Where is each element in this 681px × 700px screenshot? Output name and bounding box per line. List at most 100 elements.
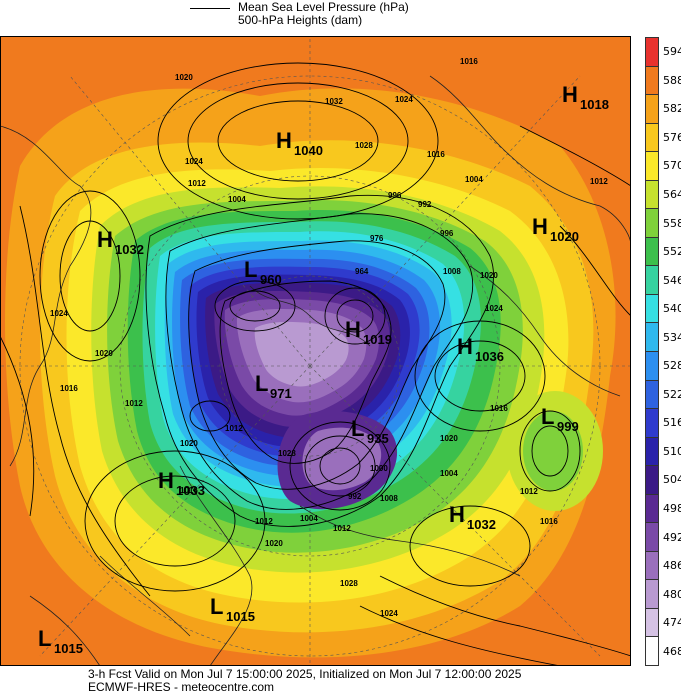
isobar-label: 1020 bbox=[180, 439, 198, 448]
isobar-label: 992 bbox=[348, 492, 362, 501]
colorbar-cell bbox=[645, 94, 659, 124]
svg-text:1019: 1019 bbox=[363, 332, 392, 347]
svg-text:L: L bbox=[244, 257, 257, 282]
isobar-label: 1012 bbox=[333, 524, 351, 533]
high-center: H 1032 bbox=[97, 227, 144, 257]
low-center: L 971 bbox=[255, 371, 292, 401]
colorbar-label: 552 bbox=[663, 245, 681, 259]
colorbar-label: 522 bbox=[663, 387, 681, 401]
colorbar-label: 588 bbox=[663, 73, 681, 87]
isobar-label: 1012 bbox=[520, 487, 538, 496]
colorbar-cell bbox=[645, 636, 659, 666]
forecast-valid-text: 3-h Fcst Valid on Mon Jul 7 15:00:00 202… bbox=[88, 667, 522, 681]
isobar-label: 1016 bbox=[60, 384, 78, 393]
svg-text:1033: 1033 bbox=[176, 483, 205, 498]
colorbar-cell bbox=[645, 607, 659, 638]
svg-text:960: 960 bbox=[260, 272, 282, 287]
high-center: H 1032 bbox=[449, 502, 496, 532]
colorbar-label: 504 bbox=[663, 473, 681, 487]
coastlines bbox=[0, 75, 631, 666]
svg-text:L: L bbox=[38, 626, 51, 651]
isobar-label: 1028 bbox=[340, 579, 358, 588]
isobar-label: 1016 bbox=[540, 517, 558, 526]
colorbar-label: 546 bbox=[663, 273, 681, 287]
isobar-labels: 1020 1032 1024 1028 1016 1012 1024 1004 … bbox=[50, 57, 608, 618]
svg-text:971: 971 bbox=[270, 386, 292, 401]
high-center: H 1020 bbox=[532, 214, 579, 244]
high-center: H 1036 bbox=[457, 334, 504, 364]
colorbar-cell bbox=[645, 493, 659, 524]
isobar-label: 1016 bbox=[490, 404, 508, 413]
high-center: H 1040 bbox=[276, 128, 323, 158]
map-frame bbox=[0, 36, 631, 666]
colorbar-label: 528 bbox=[663, 359, 681, 373]
colorbar-cell bbox=[645, 579, 659, 609]
isobar-label: 1004 bbox=[440, 469, 458, 478]
isobar-label: 976 bbox=[370, 234, 384, 243]
isobar-label: 1004 bbox=[228, 195, 246, 204]
low-999-field-inner bbox=[523, 411, 583, 491]
colorbar-cell bbox=[645, 265, 659, 295]
colorbar-cell bbox=[645, 408, 659, 438]
isobar-label: 1016 bbox=[427, 150, 445, 159]
colorbar-cell bbox=[645, 351, 659, 381]
svg-text:L: L bbox=[541, 404, 554, 429]
svg-text:L: L bbox=[255, 371, 268, 396]
svg-text:1018: 1018 bbox=[580, 97, 609, 112]
isobar-label: 1032 bbox=[325, 97, 343, 106]
svg-text:H: H bbox=[457, 334, 473, 359]
colorbar-label: 594 bbox=[663, 45, 681, 59]
pressure-centers: H 1018 H 1040 H 1032 H 1020 L 960 H 1019 H 1036… bbox=[38, 82, 609, 656]
isobar-label: 1020 bbox=[440, 434, 458, 443]
svg-text:H: H bbox=[532, 214, 548, 239]
svg-text:999: 999 bbox=[557, 419, 579, 434]
isobar-legend-line bbox=[190, 8, 230, 9]
colorbar-label: 486 bbox=[663, 559, 681, 573]
colorbar-cell bbox=[645, 236, 659, 267]
svg-text:L: L bbox=[210, 594, 223, 619]
map-legend: Mean Sea Level Pressure (hPa) 500-hPa He… bbox=[190, 0, 490, 28]
svg-text:1032: 1032 bbox=[467, 517, 496, 532]
isobar-label: 1020 bbox=[480, 271, 498, 280]
height-field-474 bbox=[254, 321, 349, 387]
isobar-label: 1004 bbox=[465, 175, 483, 184]
isobar-label: 996 bbox=[388, 191, 402, 200]
isobar-label: 1008 bbox=[380, 494, 398, 503]
isobar-label: 1020 bbox=[265, 539, 283, 548]
isobar-label: 1004 bbox=[300, 514, 318, 523]
isobar-label: 1024 bbox=[50, 309, 68, 318]
colorbar-cell bbox=[645, 293, 659, 324]
colorbar-cell bbox=[645, 465, 659, 495]
svg-text:1015: 1015 bbox=[226, 609, 255, 624]
isobar-label: 996 bbox=[440, 229, 454, 238]
svg-text:1015: 1015 bbox=[54, 641, 83, 656]
colorbar-label: 540 bbox=[663, 302, 681, 316]
svg-text:H: H bbox=[345, 317, 361, 342]
colorbar-cell bbox=[645, 322, 659, 352]
source-credit-text: ECMWF-HRES - meteocentre.com bbox=[88, 680, 275, 694]
map-footer: 3-h Fcst Valid on Mon Jul 7 15:00:00 202… bbox=[88, 668, 521, 694]
colorbar-label: 468 bbox=[663, 644, 681, 658]
svg-text:935: 935 bbox=[367, 431, 389, 446]
isobar-label: 1024 bbox=[395, 95, 413, 104]
svg-text:H: H bbox=[276, 128, 292, 153]
isobar-label: 1012 bbox=[225, 424, 243, 433]
colorbar-label: 480 bbox=[663, 587, 681, 601]
colorbar-cell bbox=[645, 379, 659, 410]
isobar-label: 1024 bbox=[380, 609, 398, 618]
colorbar-label: 576 bbox=[663, 130, 681, 144]
isobar-label: 1016 bbox=[180, 486, 198, 495]
high-center: H 1018 bbox=[562, 82, 609, 112]
colorbar-label: 498 bbox=[663, 502, 681, 515]
isobar-label: 1028 bbox=[278, 449, 296, 458]
legend-mslp-label: Mean Sea Level Pressure (hPa) bbox=[238, 0, 409, 14]
isobar-label: 1016 bbox=[460, 57, 478, 66]
colorbar-cell bbox=[645, 37, 659, 67]
isobar-label: 1020 bbox=[175, 73, 193, 82]
colorbar-label: 564 bbox=[663, 188, 681, 201]
svg-text:1036: 1036 bbox=[475, 349, 504, 364]
isobar-label: 1008 bbox=[443, 267, 461, 276]
svg-text:1032: 1032 bbox=[115, 242, 144, 257]
svg-text:1040: 1040 bbox=[294, 143, 323, 158]
isobar-label: 992 bbox=[418, 200, 432, 209]
